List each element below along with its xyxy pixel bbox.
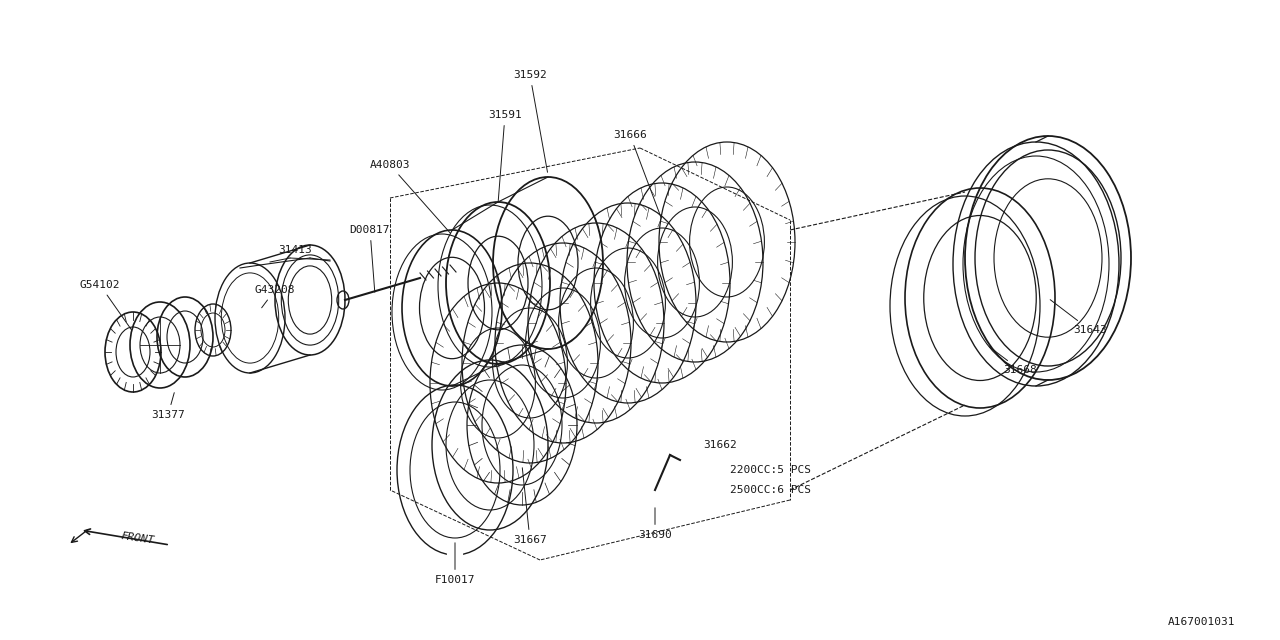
Text: 31667: 31667 — [513, 468, 547, 545]
Text: 31666: 31666 — [613, 130, 660, 218]
Text: F10017: F10017 — [435, 543, 475, 585]
Text: 31413: 31413 — [278, 245, 312, 255]
Text: 2500CC:6 PCS: 2500CC:6 PCS — [730, 485, 812, 495]
Text: FRONT: FRONT — [120, 531, 155, 545]
Text: G54102: G54102 — [79, 280, 132, 330]
Text: 31591: 31591 — [488, 110, 522, 201]
Text: G43208: G43208 — [255, 285, 296, 308]
Text: 31690: 31690 — [639, 508, 672, 540]
Text: D00817: D00817 — [349, 225, 390, 292]
Text: 2200CC:5 PCS: 2200CC:5 PCS — [730, 465, 812, 475]
Text: 31662: 31662 — [703, 440, 737, 450]
Text: 31377: 31377 — [151, 393, 184, 420]
Text: A167001031: A167001031 — [1167, 617, 1235, 627]
Text: 31592: 31592 — [513, 70, 548, 172]
Text: 31643: 31643 — [1050, 300, 1107, 335]
Text: 31668: 31668 — [989, 347, 1037, 375]
Text: A40803: A40803 — [370, 160, 451, 233]
